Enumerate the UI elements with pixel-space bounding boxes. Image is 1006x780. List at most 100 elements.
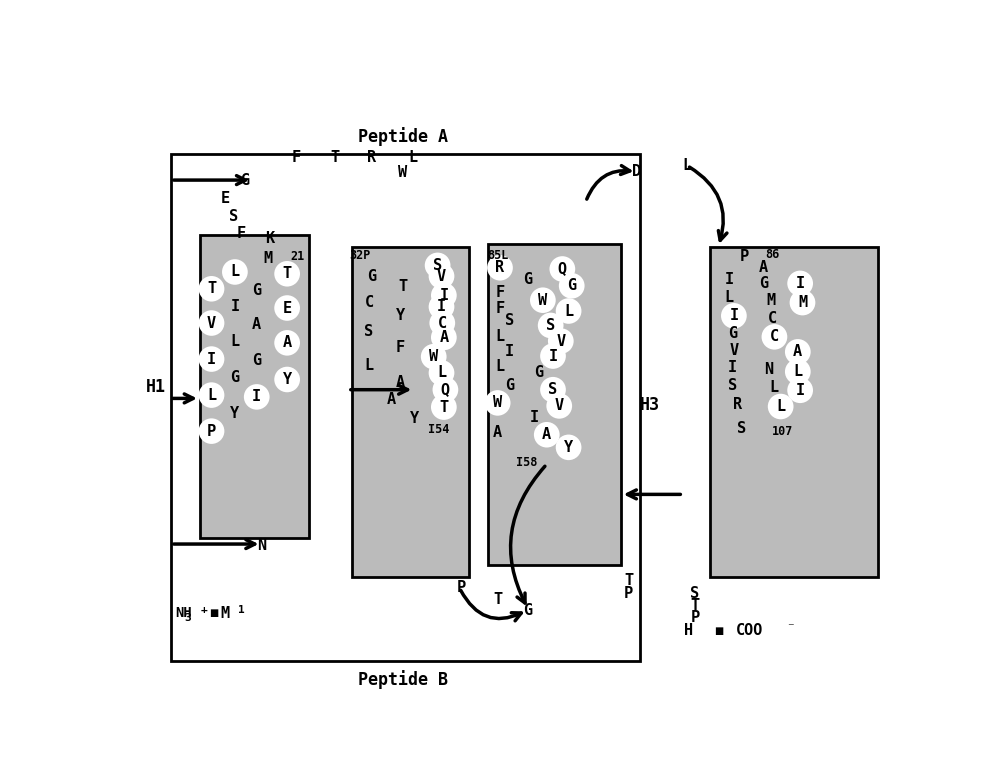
Text: +: + [200,604,207,615]
Text: L: L [724,290,733,305]
Text: I: I [207,352,216,367]
Text: L: L [776,399,786,414]
Text: T: T [690,597,699,613]
Text: V: V [556,334,565,349]
Text: I: I [724,272,733,287]
Text: G: G [230,370,239,385]
Text: I: I [796,383,805,398]
Ellipse shape [546,393,572,419]
Text: R: R [367,151,376,165]
Text: R: R [495,261,505,275]
Text: I: I [230,299,239,314]
Ellipse shape [433,377,459,402]
Text: Peptide A: Peptide A [357,127,448,147]
Text: L: L [230,334,239,349]
Text: ■: ■ [713,626,723,636]
Text: S: S [548,382,557,397]
Text: M: M [264,251,273,266]
Text: N: N [765,363,774,378]
Text: S: S [505,313,514,328]
Ellipse shape [559,273,584,299]
Text: L: L [564,303,573,318]
Text: 86: 86 [766,248,780,261]
Ellipse shape [198,346,224,372]
Ellipse shape [222,259,247,285]
Text: W: W [538,292,547,307]
Text: I: I [729,308,738,324]
Text: S: S [228,208,237,224]
Text: M: M [767,293,776,308]
Text: A: A [386,392,395,407]
Text: F: F [236,226,245,241]
Text: F: F [495,301,505,316]
Text: I: I [548,349,557,363]
Text: P: P [690,611,699,626]
Text: I: I [796,276,805,291]
Text: Y: Y [409,411,418,426]
Text: T: T [330,151,339,165]
Text: G: G [523,272,532,287]
Text: L: L [495,328,505,344]
Text: I: I [440,288,449,303]
Text: G: G [759,276,768,291]
Text: S: S [737,421,746,436]
Text: A: A [759,261,768,275]
Text: G: G [367,268,376,284]
Text: P: P [739,250,748,264]
Text: I: I [437,300,446,314]
Text: V: V [729,343,738,358]
Ellipse shape [721,303,746,328]
Text: 85L: 85L [488,250,509,262]
Ellipse shape [198,382,224,408]
Text: T: T [440,399,449,415]
Text: L: L [770,381,779,395]
Bar [488,243,621,565]
Text: G: G [534,365,543,380]
Text: W: W [398,165,407,179]
Text: T: T [398,279,407,295]
Ellipse shape [431,395,457,420]
Ellipse shape [785,339,811,364]
Text: A: A [253,317,262,332]
Text: G: G [523,603,532,618]
Bar [710,246,878,577]
Text: T: T [494,592,503,607]
Text: S: S [690,586,699,601]
Text: COO: COO [735,623,764,638]
Text: V: V [437,268,446,284]
Text: Y: Y [283,372,292,387]
Text: G: G [239,172,248,187]
Text: Y: Y [395,308,404,324]
Ellipse shape [548,328,573,354]
Ellipse shape [790,290,815,315]
Text: F: F [291,151,300,165]
Text: Y: Y [564,440,573,455]
Ellipse shape [555,434,581,460]
Ellipse shape [198,310,224,336]
Text: S: S [727,378,736,393]
Text: T: T [207,282,216,296]
Text: A: A [542,427,551,442]
Text: L: L [794,364,803,379]
Text: L: L [437,365,446,381]
Text: G: G [505,378,514,393]
Ellipse shape [534,422,559,448]
Text: S: S [433,258,443,273]
Text: C: C [770,329,779,344]
Text: G: G [567,278,576,293]
Text: V: V [554,399,563,413]
Text: N: N [257,537,266,553]
Ellipse shape [768,394,794,420]
Ellipse shape [540,343,565,369]
Text: 32P: 32P [349,250,370,262]
Text: Q: Q [441,382,450,397]
Ellipse shape [275,330,300,356]
Ellipse shape [275,296,300,321]
Text: L: L [495,359,505,374]
Bar [352,246,469,577]
Text: H3: H3 [640,395,660,413]
Text: C: C [438,316,447,331]
Ellipse shape [530,287,555,313]
Ellipse shape [430,310,455,336]
Ellipse shape [431,324,457,350]
